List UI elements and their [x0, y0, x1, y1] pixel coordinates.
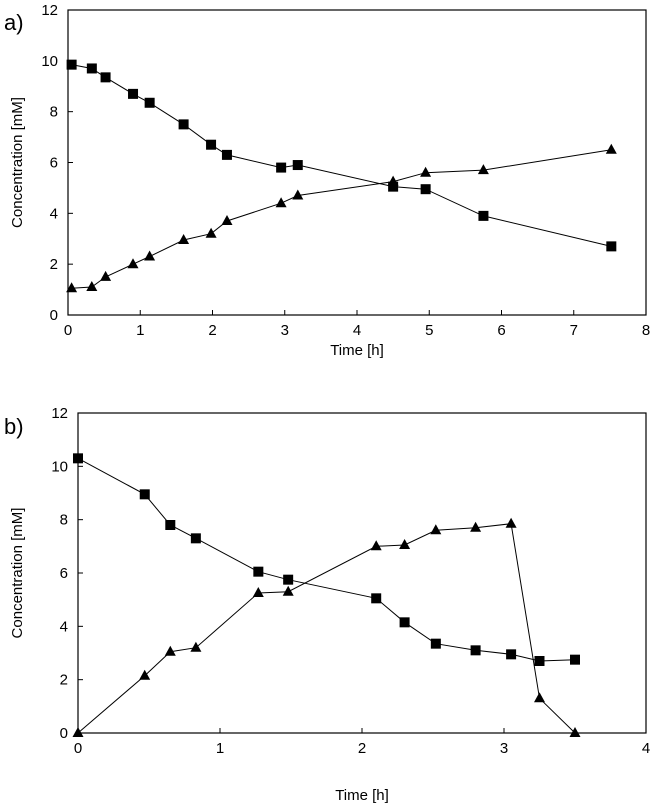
x-tick-label: 4	[353, 322, 361, 339]
data-point-triangle	[221, 215, 233, 225]
data-point-triangle	[139, 669, 151, 680]
x-axis-title: Time [h]	[335, 787, 389, 804]
y-tick-label: 0	[50, 307, 58, 324]
data-point-triangle	[144, 250, 156, 261]
x-tick-label: 2	[208, 322, 216, 339]
data-point-triangle	[605, 143, 617, 154]
data-point-triangle	[127, 258, 139, 269]
y-tick-label: 8	[60, 512, 68, 529]
data-point-square	[478, 210, 489, 221]
data-point-triangle	[164, 645, 176, 656]
series-line-square	[77, 457, 576, 662]
data-point-square	[506, 649, 517, 660]
data-point-square	[570, 654, 580, 665]
series-line-triangle	[71, 149, 612, 289]
data-point-square	[221, 149, 232, 160]
data-point-triangle	[252, 587, 264, 597]
data-point-triangle	[282, 585, 294, 596]
y-axis-title: Concentration [mM]	[9, 508, 26, 639]
data-point-triangle	[178, 234, 190, 244]
data-point-triangle	[370, 540, 382, 551]
y-tick-label: 8	[50, 104, 58, 121]
data-point-square	[178, 119, 189, 130]
data-point-triangle	[420, 166, 432, 177]
x-tick-label: 1	[216, 740, 224, 757]
y-tick-label: 12	[51, 405, 68, 422]
data-point-square	[165, 520, 176, 530]
y-tick-label: 10	[41, 53, 58, 70]
y-axis-title: Concentration [mM]	[9, 97, 26, 228]
data-point-square	[144, 97, 155, 108]
data-point-square	[206, 139, 217, 150]
data-point-square	[276, 162, 287, 173]
data-point-square	[283, 574, 294, 585]
data-point-square	[66, 59, 77, 70]
data-point-square	[371, 593, 382, 604]
plot-area-frame	[67, 9, 647, 316]
y-tick-label: 4	[50, 205, 58, 222]
panel-label: b)	[4, 414, 24, 439]
x-tick-label: 8	[642, 322, 650, 339]
x-tick-label: 3	[281, 322, 289, 339]
data-point-triangle	[505, 517, 517, 528]
y-tick-label: 6	[60, 565, 68, 582]
data-point-triangle	[190, 641, 202, 652]
data-point-triangle	[477, 164, 489, 175]
x-tick-label: 4	[642, 740, 650, 757]
series-line-square	[71, 64, 612, 247]
data-point-triangle	[275, 197, 287, 208]
data-point-square	[534, 656, 545, 666]
data-point-triangle	[66, 282, 78, 293]
data-point-square	[73, 453, 83, 464]
y-tick-label: 10	[51, 458, 68, 475]
y-tick-label: 0	[60, 725, 68, 742]
data-point-triangle	[430, 524, 442, 535]
data-point-square	[292, 160, 303, 171]
data-point-triangle	[399, 539, 411, 549]
y-tick-label: 2	[60, 672, 68, 689]
x-tick-label: 5	[425, 322, 433, 339]
data-point-square	[430, 638, 441, 649]
data-point-square	[399, 617, 410, 628]
data-point-triangle	[72, 727, 84, 737]
x-tick-label: 6	[497, 322, 505, 339]
data-point-square	[470, 645, 481, 656]
plot-area-frame	[77, 412, 647, 734]
data-point-square	[128, 88, 139, 99]
x-axis-title: Time [h]	[330, 342, 384, 359]
panel-label: a)	[4, 10, 24, 35]
y-tick-label: 2	[50, 256, 58, 273]
data-point-square	[100, 72, 111, 83]
x-tick-label: 1	[136, 322, 144, 339]
y-tick-label: 6	[50, 155, 58, 172]
data-point-triangle	[292, 189, 304, 200]
data-point-triangle	[534, 692, 545, 703]
data-point-triangle	[569, 727, 581, 737]
y-tick-label: 4	[60, 618, 68, 635]
x-tick-label: 7	[570, 322, 578, 339]
data-point-square	[253, 566, 264, 577]
data-point-square	[190, 533, 201, 544]
data-point-square	[86, 63, 97, 74]
data-point-triangle	[470, 521, 482, 532]
data-point-square	[388, 181, 399, 192]
data-point-triangle	[100, 270, 112, 281]
data-point-triangle	[205, 227, 217, 238]
x-tick-label: 0	[64, 322, 72, 339]
x-tick-label: 0	[74, 740, 82, 757]
x-tick-label: 3	[500, 740, 508, 757]
data-point-triangle	[86, 281, 98, 291]
data-point-square	[606, 241, 617, 252]
data-point-square	[420, 184, 431, 195]
data-point-square	[139, 489, 150, 500]
x-tick-label: 2	[358, 740, 366, 757]
data-point-triangle	[387, 175, 399, 186]
series-line-triangle	[77, 523, 576, 734]
y-tick-label: 12	[41, 2, 58, 19]
